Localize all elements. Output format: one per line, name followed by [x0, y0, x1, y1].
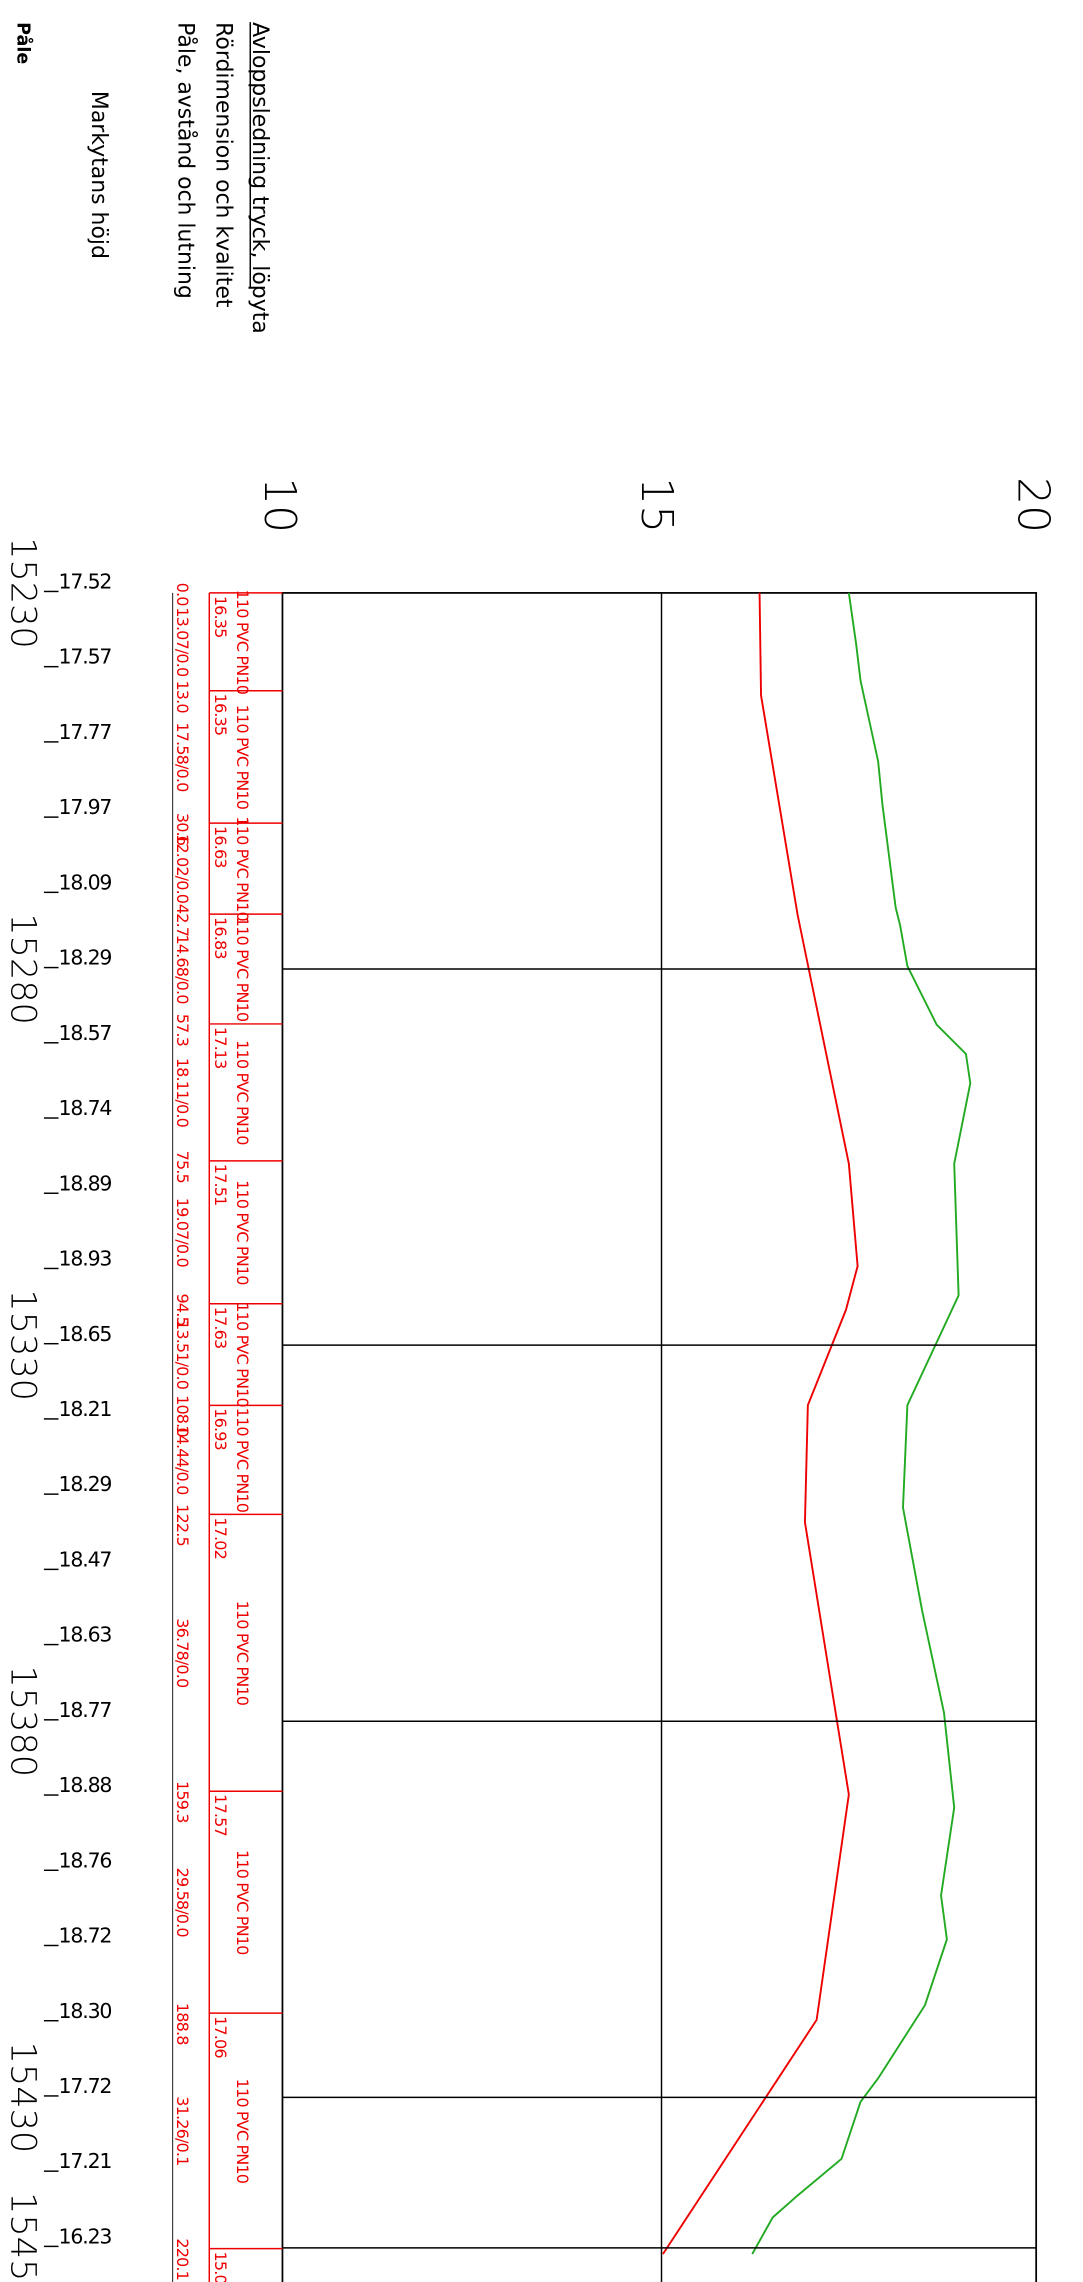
chainage-label: 15450	[3, 2192, 44, 2282]
ground-line	[751, 592, 972, 2255]
segment-length-slope: 36.78/0.0	[173, 1618, 192, 1688]
segment-length-slope: 18.11/0.0	[173, 1058, 192, 1128]
invert-level: 17.13	[211, 1027, 230, 1069]
invert-level: 16.63	[211, 826, 230, 868]
ground-height: 18.63	[59, 1623, 112, 1647]
elevation-label: 15	[631, 477, 682, 533]
pipe-label: 110 PVC PN10	[233, 1408, 252, 1513]
invert-level: 17.06	[211, 2016, 230, 2058]
invert-level: 15.05	[211, 2252, 230, 2282]
ground-height: 18.09	[59, 870, 112, 894]
ground-height: 17.57	[59, 645, 112, 669]
ground-height: 16.23	[59, 2224, 112, 2248]
station-distance: 122.5	[173, 1504, 192, 1546]
chainage-label: 15280	[3, 913, 44, 1025]
pipe-label: 110 PVC PN10	[233, 1180, 252, 1285]
elevation-label: 20	[1008, 477, 1059, 533]
ground-height: 18.72	[59, 1924, 112, 1948]
pipe-line	[662, 592, 859, 2255]
ground-height: 17.77	[59, 720, 112, 744]
ground-height: 18.21	[59, 1397, 112, 1421]
ground-height: 18.65	[59, 1322, 112, 1346]
chainage-label: 15430	[3, 2042, 44, 2154]
station-distance: 220.1	[173, 2238, 192, 2280]
invert-level: 16.93	[211, 1408, 230, 1450]
ground-height: 18.77	[59, 1698, 112, 1722]
pipe-label: 110 PVC PN10	[233, 1850, 252, 1955]
ground-height: 18.93	[59, 1247, 112, 1271]
ground-height: 18.74	[59, 1096, 112, 1120]
station-distance: 57.3	[173, 1014, 192, 1046]
invert-level: 16.35	[211, 596, 230, 638]
ground-height: 18.29	[59, 946, 112, 970]
plot-frame	[281, 592, 1038, 2282]
row-label: Markytans höjd	[86, 91, 111, 259]
pipe-label: 110 PVC PN10	[233, 590, 252, 695]
ground-height: 18.30	[59, 1999, 112, 2023]
station-distance: 159.3	[173, 1781, 192, 1823]
segment-length-slope: 13.07/0.0	[173, 607, 192, 677]
ground-height: 18.57	[59, 1021, 112, 1045]
segment-length-slope: 31.26/0.1	[173, 2096, 192, 2165]
invert-level: 16.83	[211, 917, 230, 959]
station-distance: 42.7	[173, 904, 192, 936]
chainage-label: 15230	[3, 537, 44, 649]
invert-level: 17.63	[211, 1307, 230, 1349]
station-distance: 0.0	[173, 583, 192, 607]
pipe-label: 110 PVC PN10	[233, 917, 252, 1022]
ground-height: 18.47	[59, 1547, 112, 1571]
station-distance: 108.0	[173, 1395, 192, 1437]
pipe-label: 110 PVC PN10	[233, 2079, 252, 2184]
invert-level: 16.35	[211, 694, 230, 736]
ground-height: 17.72	[59, 2074, 112, 2098]
segment-length-slope: 19.07/0.0	[173, 1198, 192, 1268]
elevation-label: 10	[254, 477, 305, 533]
ground-height: 18.88	[59, 1773, 112, 1797]
pipe-label: 110 PVC PN10	[233, 1302, 252, 1407]
row-label: Rördimension och kvalitet	[211, 22, 236, 308]
invert-level: 17.02	[211, 1517, 230, 1559]
title: Avloppsledning tryck, löpyta	[247, 22, 272, 334]
ground-height: 18.29	[59, 1472, 112, 1496]
pipe-label: 110 PVC PN10	[233, 816, 252, 921]
station-distance: 30.6	[173, 813, 192, 846]
pipe-label: 110 PVC PN10	[233, 1040, 252, 1145]
ground-height: 17.52	[59, 570, 112, 594]
segment-length-slope: 29.58/0.0	[173, 1868, 192, 1938]
station-distance: 13.0	[173, 680, 192, 713]
chainage-label: 15330	[3, 1289, 44, 1401]
station-distance: 94.5	[173, 1294, 192, 1326]
ground-height: 17.97	[59, 795, 112, 819]
segment-length-slope: 13.51/0.0	[173, 1320, 192, 1390]
segment-length-slope: 14.44/0.0	[173, 1425, 192, 1495]
chainage-label: 15380	[3, 1665, 44, 1777]
ground-height: 18.89	[59, 1171, 112, 1195]
ground-height: 17.21	[59, 2149, 112, 2173]
segment-length-slope: 14.68/0.0	[173, 934, 192, 1004]
row-label: Påle, avstånd och lutning	[173, 22, 199, 299]
segment-length-slope: 12.02/0.0	[173, 834, 192, 904]
station-distance: 188.8	[173, 2003, 192, 2045]
pipe-label: 110 PVC PN10	[233, 705, 252, 810]
ground-height: 18.76	[59, 1848, 112, 1872]
pipe-label: 110 PVC PN10	[233, 1601, 252, 1706]
row-label: Påle	[13, 22, 35, 64]
invert-level: 17.57	[211, 1794, 230, 1836]
station-distance: 75.5	[173, 1151, 192, 1183]
segment-length-slope: 17.58/0.0	[173, 722, 192, 792]
invert-level: 17.51	[211, 1164, 230, 1206]
